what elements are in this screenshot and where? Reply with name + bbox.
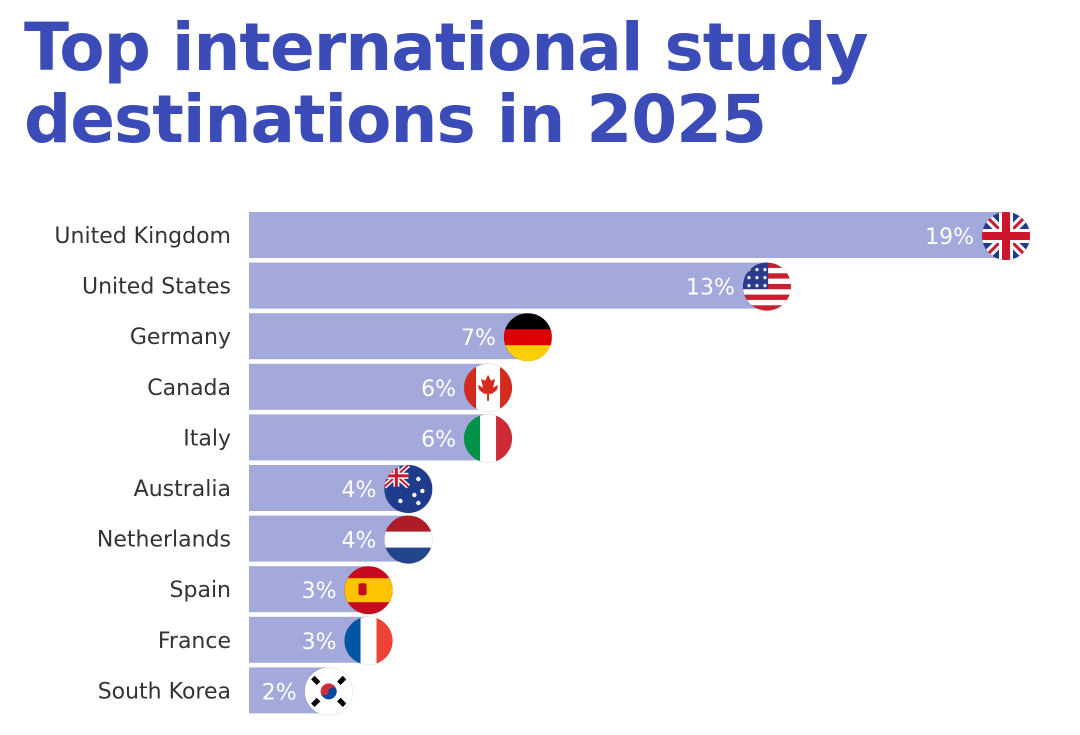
value-label: 4% bbox=[341, 529, 376, 554]
category-label: United States bbox=[82, 275, 231, 300]
bar bbox=[249, 262, 767, 309]
category-label: Canada bbox=[147, 376, 231, 401]
bar bbox=[249, 515, 409, 562]
canada-flag-icon bbox=[464, 363, 513, 412]
chart-title: Top international study destinations in … bbox=[24, 9, 869, 158]
value-label: 3% bbox=[302, 630, 337, 655]
bar-row: Italy 6% bbox=[183, 413, 513, 463]
value-label: 6% bbox=[421, 377, 456, 402]
bar bbox=[249, 363, 489, 410]
france-flag-icon bbox=[344, 616, 393, 665]
bar-row: Australia 4% bbox=[134, 464, 433, 514]
category-label: France bbox=[158, 629, 231, 654]
value-label: 6% bbox=[421, 427, 456, 452]
category-label: Spain bbox=[170, 578, 231, 603]
bar-row: Spain 3% bbox=[170, 565, 394, 615]
bar bbox=[249, 465, 409, 511]
value-label: 13% bbox=[686, 276, 735, 301]
spain-flag-icon bbox=[344, 566, 393, 615]
bar bbox=[249, 313, 528, 360]
value-label: 19% bbox=[925, 225, 974, 250]
uk-flag-icon bbox=[982, 212, 1030, 260]
bar-row: South Korea 2% bbox=[98, 666, 354, 716]
bar-row: Netherlands 4% bbox=[97, 515, 433, 565]
bar-row: Canada 6% bbox=[147, 363, 513, 413]
category-label: Germany bbox=[130, 325, 231, 350]
south-korea-flag-icon bbox=[304, 667, 353, 716]
bar-row: Germany 7% bbox=[130, 312, 553, 362]
value-label: 2% bbox=[262, 680, 297, 705]
germany-flag-icon bbox=[503, 313, 552, 362]
bar-row: France 3% bbox=[158, 616, 394, 666]
category-label: United Kingdom bbox=[54, 224, 231, 249]
category-label: Australia bbox=[134, 477, 231, 502]
australia-flag-icon bbox=[384, 465, 433, 513]
italy-flag-icon bbox=[464, 414, 513, 463]
value-label: 4% bbox=[341, 478, 376, 503]
chart-title-line-2: destinations in 2025 bbox=[24, 81, 767, 158]
chart-title-line-1: Top international study bbox=[24, 9, 869, 86]
value-label: 3% bbox=[302, 579, 337, 604]
bar-row: United States 13% bbox=[82, 262, 792, 312]
bar bbox=[249, 414, 489, 461]
category-label: Italy bbox=[183, 426, 231, 451]
bar bbox=[249, 212, 1006, 258]
category-label: Netherlands bbox=[97, 528, 231, 553]
category-label: South Korea bbox=[98, 679, 231, 704]
bar-row: United Kingdom 19% bbox=[54, 211, 1031, 261]
value-label: 7% bbox=[461, 326, 496, 351]
netherlands-flag-icon bbox=[384, 515, 433, 564]
